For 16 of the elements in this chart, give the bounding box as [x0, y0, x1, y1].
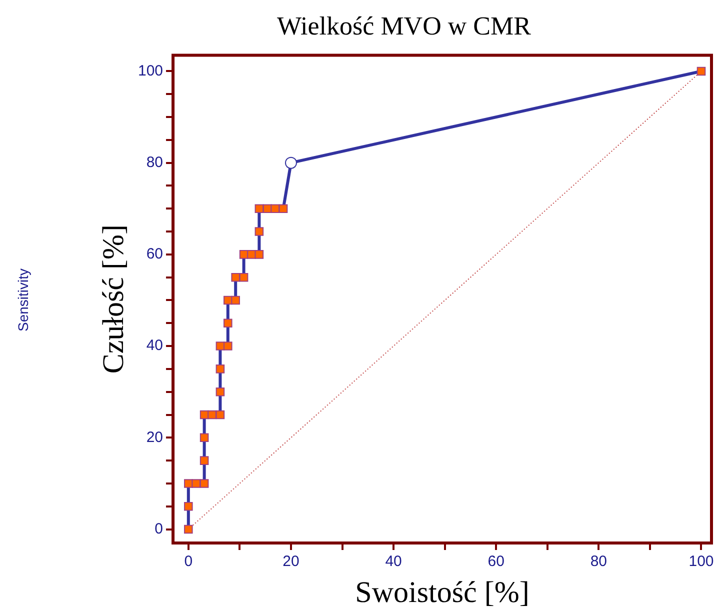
- y-tick-label: 20: [146, 428, 164, 446]
- x-tick-label: 100: [688, 553, 714, 570]
- x-tick-label: 0: [184, 553, 193, 570]
- chart-title: Wielkość MVO w CMR: [277, 11, 532, 40]
- x-tick-label: 20: [282, 553, 300, 570]
- y-tick-label: 0: [154, 520, 164, 538]
- x-tick-label: 60: [488, 553, 504, 570]
- y-axis-title: Czułość [%]: [96, 224, 130, 374]
- y-tick-label: 80: [146, 154, 164, 171]
- y-tick-label: 60: [146, 246, 164, 263]
- x-tick-label: 80: [590, 553, 608, 570]
- y-tick-label: 40: [146, 337, 164, 354]
- x-axis-title: Swoistość [%]: [355, 576, 530, 609]
- text: Sensitivity: [14, 268, 31, 332]
- y-tick-label: 100: [138, 62, 164, 80]
- x-tick-label: 40: [385, 553, 402, 570]
